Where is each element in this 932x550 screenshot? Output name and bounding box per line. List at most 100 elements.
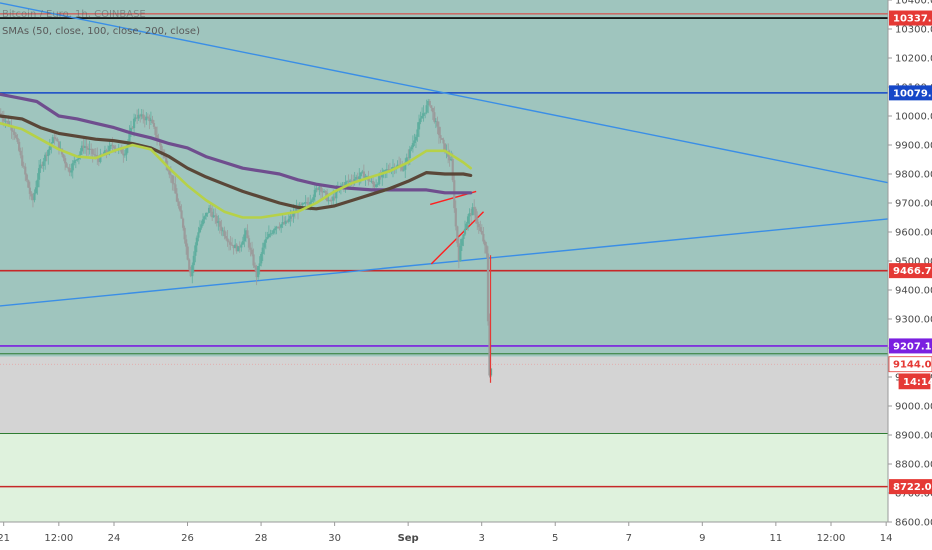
candle-body-91 bbox=[139, 114, 142, 117]
candle-body-260 bbox=[398, 164, 401, 166]
candle-body-73 bbox=[111, 145, 114, 147]
candle-body-290 bbox=[443, 143, 447, 153]
candle-body-276 bbox=[422, 113, 425, 116]
time-tick-label-0: 21 bbox=[0, 533, 10, 544]
candle-body-152 bbox=[232, 245, 235, 249]
candle-body-211 bbox=[322, 190, 326, 192]
candle-body-318 bbox=[486, 253, 490, 322]
time-axis-ticks: 21 12:00 24 26 28 30 Sep 3 5 7 9 11 12:00 14 bbox=[0, 522, 893, 544]
candle-body-215 bbox=[329, 200, 332, 201]
candle-body-225 bbox=[344, 182, 347, 187]
candle-body-119 bbox=[181, 218, 185, 228]
candle-body-273 bbox=[417, 122, 421, 130]
horizontal-levels[interactable] bbox=[0, 13, 888, 488]
time-tick-label-6: Sep bbox=[398, 533, 419, 544]
candle-body-297 bbox=[454, 208, 457, 227]
candle-body-200 bbox=[306, 202, 309, 204]
candle-body-99 bbox=[151, 119, 154, 124]
candle-body-179 bbox=[273, 228, 277, 231]
candle-body-134 bbox=[204, 212, 208, 217]
candle-body-158 bbox=[241, 241, 244, 245]
candle-body-281 bbox=[430, 105, 433, 108]
candle-body-237 bbox=[362, 171, 365, 178]
candle-body-305 bbox=[466, 216, 470, 224]
candle-body-232 bbox=[355, 176, 358, 180]
candle-body-148 bbox=[226, 238, 229, 242]
candle-body-308 bbox=[471, 207, 474, 216]
candle-body-271 bbox=[414, 136, 418, 141]
candle-body-162 bbox=[247, 238, 251, 248]
candle-body-269 bbox=[411, 143, 414, 148]
candle-body-46 bbox=[70, 170, 73, 173]
candle-body-43 bbox=[65, 163, 68, 168]
candle-body-86 bbox=[131, 127, 134, 129]
candle-body-4 bbox=[5, 120, 8, 122]
candle-body-175 bbox=[267, 234, 270, 238]
time-tick-label-5: 30 bbox=[328, 533, 341, 544]
candle-body-60 bbox=[91, 149, 94, 155]
candle-body-38 bbox=[57, 141, 61, 150]
lower-trend[interactable] bbox=[0, 218, 888, 307]
candle-body-65 bbox=[99, 154, 102, 163]
time-tick-label-9: 7 bbox=[626, 533, 632, 544]
upper-trend[interactable] bbox=[0, 2, 888, 184]
candle-body-18 bbox=[27, 180, 30, 188]
level-label-2: 9466.76 bbox=[893, 266, 932, 277]
upper-zone bbox=[0, 0, 888, 357]
candle-body-16 bbox=[24, 166, 27, 175]
candle-body-177 bbox=[270, 233, 274, 235]
candle-body-149 bbox=[227, 241, 231, 243]
candle-body-311 bbox=[476, 218, 479, 224]
candle-body-94 bbox=[143, 118, 146, 121]
candle-body-172 bbox=[263, 242, 266, 248]
candle-body-239 bbox=[365, 176, 369, 178]
candle-body-164 bbox=[250, 249, 254, 255]
candle-body-41 bbox=[62, 154, 65, 159]
candle-body-12 bbox=[18, 141, 21, 151]
candle-body-268 bbox=[410, 147, 413, 150]
candle-body-212 bbox=[324, 190, 327, 193]
candle-body-114 bbox=[174, 184, 177, 194]
candle-body-227 bbox=[347, 181, 350, 183]
candle-body-157 bbox=[240, 244, 243, 248]
candle-body-30 bbox=[45, 154, 48, 157]
price-tick-label-15: 8900.00 bbox=[895, 431, 932, 442]
candle-body-203 bbox=[310, 200, 313, 202]
candle-body-127 bbox=[194, 245, 197, 256]
candle-body-186 bbox=[284, 220, 287, 224]
candle-body-299 bbox=[457, 243, 460, 262]
candle-body-309 bbox=[473, 207, 476, 209]
candle-body-153 bbox=[234, 244, 237, 249]
candle-body-54 bbox=[82, 145, 85, 148]
candle-body-190 bbox=[290, 215, 293, 217]
candle-body-238 bbox=[364, 176, 367, 178]
level-label-1: 10079.77 bbox=[893, 88, 932, 99]
candle-body-20 bbox=[30, 193, 33, 197]
candle-body-101 bbox=[154, 126, 157, 136]
candle-body-142 bbox=[217, 221, 220, 224]
candle-body-319 bbox=[488, 321, 491, 376]
candle-body-113 bbox=[172, 183, 175, 185]
candle-body-241 bbox=[368, 180, 372, 182]
candle-body-314 bbox=[480, 230, 483, 234]
price-badge-bg-0 bbox=[888, 356, 932, 373]
candle-body-250 bbox=[382, 170, 385, 173]
candle-body-208 bbox=[318, 186, 321, 190]
candle-body-42 bbox=[64, 158, 67, 164]
candle-body-315 bbox=[482, 233, 485, 242]
candle-body-317 bbox=[485, 245, 488, 254]
candle-body-144 bbox=[220, 226, 223, 231]
time-axis[interactable] bbox=[0, 522, 888, 550]
candle-body-151 bbox=[231, 244, 234, 246]
level-label-3: 9207.16 bbox=[893, 341, 932, 352]
candle-body-278 bbox=[425, 105, 428, 113]
candle-body-35 bbox=[53, 137, 56, 139]
candle-body-129 bbox=[197, 232, 200, 238]
candle-body-26 bbox=[39, 164, 42, 169]
candle-body-284 bbox=[434, 121, 437, 123]
candle-body-163 bbox=[249, 247, 252, 250]
candle-body-0 bbox=[0, 113, 2, 115]
candle-body-5 bbox=[7, 121, 10, 126]
candle-body-174 bbox=[266, 237, 269, 240]
